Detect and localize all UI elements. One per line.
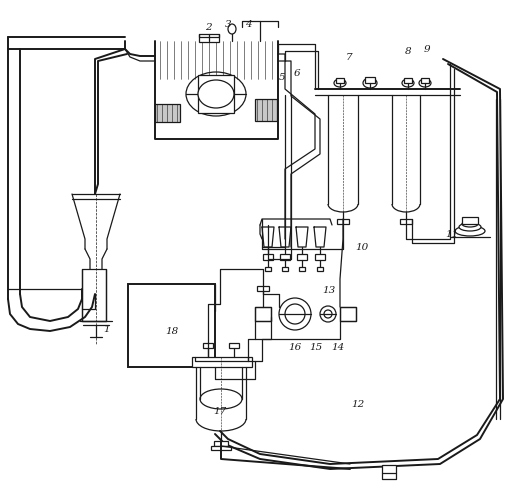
Circle shape: [324, 310, 332, 318]
Bar: [315, 254, 325, 261]
Text: 3: 3: [225, 20, 231, 29]
Text: 16: 16: [289, 343, 302, 352]
Text: 7: 7: [345, 53, 353, 62]
Bar: [128, 285, 215, 367]
Text: 15: 15: [309, 343, 323, 352]
Ellipse shape: [419, 80, 431, 88]
Ellipse shape: [334, 80, 346, 88]
Bar: [282, 267, 288, 271]
Bar: [337, 220, 349, 224]
Text: 12: 12: [352, 400, 365, 408]
Ellipse shape: [459, 224, 481, 231]
Circle shape: [279, 298, 311, 330]
Text: 6: 6: [294, 69, 300, 79]
Ellipse shape: [228, 25, 236, 35]
Ellipse shape: [186, 73, 246, 117]
Bar: [214, 441, 228, 446]
Ellipse shape: [198, 81, 234, 109]
Bar: [297, 254, 307, 261]
Bar: [198, 76, 234, 114]
Ellipse shape: [363, 79, 377, 89]
Text: 8: 8: [405, 47, 411, 57]
Bar: [229, 343, 239, 348]
Bar: [255, 307, 271, 321]
Bar: [404, 79, 412, 84]
Text: 5: 5: [279, 73, 285, 82]
Bar: [257, 286, 269, 291]
Bar: [382, 465, 396, 473]
Circle shape: [320, 306, 336, 323]
Bar: [203, 343, 213, 348]
Bar: [365, 78, 375, 84]
Text: 17: 17: [213, 407, 227, 416]
Text: 11: 11: [446, 230, 459, 239]
Bar: [462, 218, 478, 224]
Text: 4: 4: [245, 20, 251, 29]
Text: 1: 1: [104, 325, 110, 334]
Text: 2: 2: [205, 23, 211, 32]
Bar: [265, 267, 271, 271]
Bar: [255, 100, 277, 122]
Bar: [336, 79, 344, 84]
Bar: [299, 267, 305, 271]
Bar: [211, 446, 231, 450]
Bar: [400, 220, 412, 224]
Bar: [192, 357, 252, 367]
Text: 10: 10: [356, 243, 369, 252]
Ellipse shape: [402, 80, 414, 88]
Text: 13: 13: [323, 286, 336, 295]
Bar: [280, 254, 290, 261]
Bar: [421, 79, 429, 84]
Bar: [155, 105, 180, 123]
Bar: [263, 254, 273, 261]
Bar: [82, 269, 106, 321]
Bar: [317, 267, 323, 271]
Text: 9: 9: [424, 45, 430, 54]
Bar: [199, 35, 219, 43]
Text: 14: 14: [331, 343, 344, 352]
Ellipse shape: [462, 222, 478, 227]
Text: 18: 18: [166, 327, 179, 336]
Ellipse shape: [455, 226, 485, 237]
Circle shape: [285, 305, 305, 325]
Bar: [340, 307, 356, 321]
